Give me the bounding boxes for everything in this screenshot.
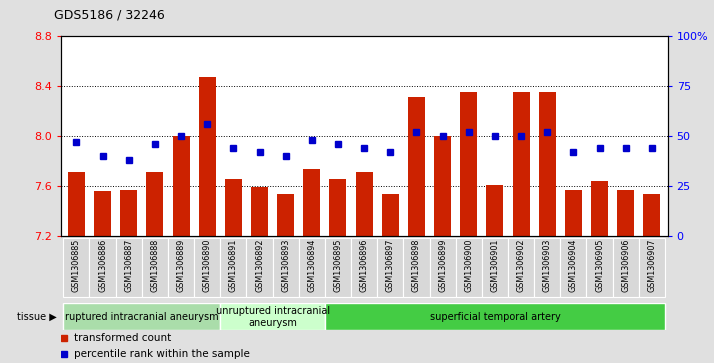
Text: superficial temporal artery: superficial temporal artery: [430, 312, 560, 322]
FancyBboxPatch shape: [325, 238, 351, 297]
Bar: [94, 191, 111, 236]
Bar: [643, 193, 660, 236]
FancyBboxPatch shape: [220, 238, 246, 297]
Text: GSM1306890: GSM1306890: [203, 238, 211, 292]
Text: GSM1306885: GSM1306885: [72, 238, 81, 292]
Bar: [68, 172, 85, 236]
Bar: [434, 136, 451, 236]
FancyBboxPatch shape: [325, 303, 665, 330]
Bar: [461, 93, 477, 236]
Bar: [120, 190, 137, 236]
FancyBboxPatch shape: [351, 238, 377, 297]
Text: GSM1306896: GSM1306896: [360, 238, 368, 292]
FancyBboxPatch shape: [298, 238, 325, 297]
Bar: [277, 193, 294, 236]
FancyBboxPatch shape: [194, 238, 220, 297]
FancyBboxPatch shape: [613, 238, 639, 297]
Text: GSM1306886: GSM1306886: [98, 238, 107, 292]
Bar: [539, 93, 555, 236]
Bar: [329, 179, 346, 236]
Text: GSM1306902: GSM1306902: [517, 238, 526, 292]
FancyBboxPatch shape: [64, 303, 220, 330]
Text: ruptured intracranial aneurysm: ruptured intracranial aneurysm: [65, 312, 218, 322]
Bar: [591, 181, 608, 236]
Bar: [303, 168, 321, 236]
Bar: [617, 190, 634, 236]
FancyBboxPatch shape: [560, 238, 586, 297]
Bar: [513, 93, 530, 236]
Text: GSM1306888: GSM1306888: [151, 238, 159, 292]
Bar: [173, 136, 189, 236]
Text: GSM1306898: GSM1306898: [412, 238, 421, 292]
FancyBboxPatch shape: [482, 238, 508, 297]
FancyBboxPatch shape: [142, 238, 168, 297]
Text: GSM1306900: GSM1306900: [464, 238, 473, 292]
Text: GSM1306907: GSM1306907: [648, 238, 656, 292]
FancyBboxPatch shape: [377, 238, 403, 297]
FancyBboxPatch shape: [273, 238, 298, 297]
FancyBboxPatch shape: [430, 238, 456, 297]
Text: percentile rank within the sample: percentile rank within the sample: [74, 349, 250, 359]
Bar: [356, 172, 373, 236]
FancyBboxPatch shape: [508, 238, 534, 297]
FancyBboxPatch shape: [534, 238, 560, 297]
Text: tissue ▶: tissue ▶: [17, 312, 57, 322]
Text: GDS5186 / 32246: GDS5186 / 32246: [54, 9, 164, 22]
FancyBboxPatch shape: [586, 238, 613, 297]
Bar: [408, 97, 425, 236]
FancyBboxPatch shape: [456, 238, 482, 297]
Text: GSM1306897: GSM1306897: [386, 238, 395, 292]
Text: GSM1306906: GSM1306906: [621, 238, 630, 292]
FancyBboxPatch shape: [116, 238, 142, 297]
Text: GSM1306893: GSM1306893: [281, 238, 290, 292]
Text: GSM1306894: GSM1306894: [307, 238, 316, 292]
Text: GSM1306901: GSM1306901: [491, 238, 499, 292]
Text: GSM1306889: GSM1306889: [176, 238, 186, 292]
Text: GSM1306895: GSM1306895: [333, 238, 343, 292]
Bar: [565, 190, 582, 236]
FancyBboxPatch shape: [220, 303, 325, 330]
Text: GSM1306892: GSM1306892: [255, 238, 264, 292]
Text: GSM1306905: GSM1306905: [595, 238, 604, 292]
Bar: [251, 187, 268, 236]
Text: GSM1306903: GSM1306903: [543, 238, 552, 292]
FancyBboxPatch shape: [403, 238, 430, 297]
FancyBboxPatch shape: [89, 238, 116, 297]
Bar: [382, 193, 399, 236]
FancyBboxPatch shape: [64, 238, 89, 297]
Bar: [486, 185, 503, 236]
Bar: [146, 172, 164, 236]
Bar: [225, 179, 242, 236]
FancyBboxPatch shape: [246, 238, 273, 297]
FancyBboxPatch shape: [168, 238, 194, 297]
Bar: [198, 77, 216, 236]
Text: transformed count: transformed count: [74, 334, 171, 343]
Text: GSM1306904: GSM1306904: [569, 238, 578, 292]
Text: GSM1306887: GSM1306887: [124, 238, 134, 292]
Text: GSM1306899: GSM1306899: [438, 238, 447, 292]
Text: unruptured intracranial
aneurysm: unruptured intracranial aneurysm: [216, 306, 330, 327]
FancyBboxPatch shape: [639, 238, 665, 297]
Text: GSM1306891: GSM1306891: [229, 238, 238, 292]
